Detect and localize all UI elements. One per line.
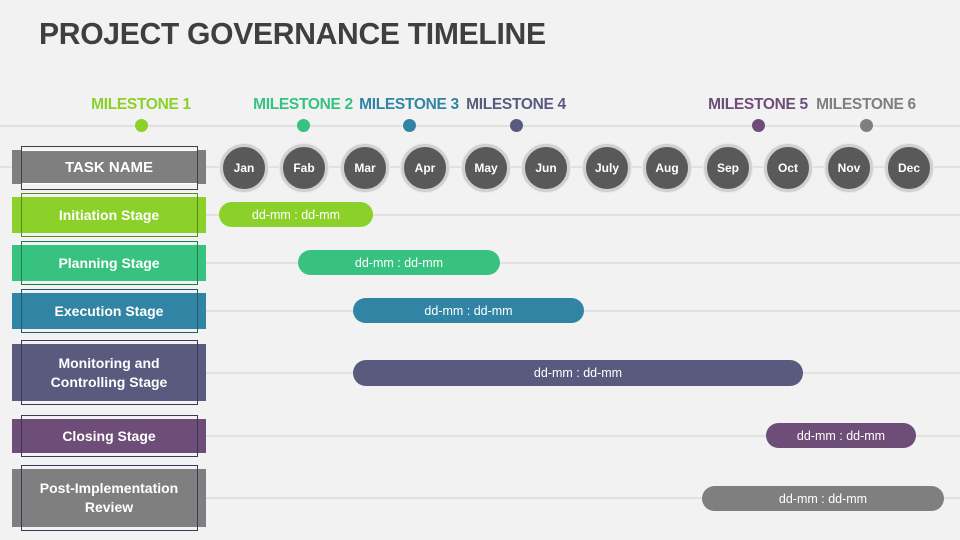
task-label-box: Monitoring and Controlling Stage — [12, 344, 206, 401]
task-label-box: Closing Stage — [12, 419, 206, 453]
milestone-label-4: MILESTONE 4 — [466, 96, 566, 113]
task-name-header-label: TASK NAME — [64, 158, 154, 176]
milestone-marker-icon — [751, 119, 765, 132]
task-name-header: TASK NAME — [12, 150, 206, 184]
month-may: May — [462, 144, 510, 192]
task-date-range: dd-mm : dd-mm — [354, 255, 444, 270]
month-label: Mar — [354, 161, 376, 175]
month-label: Aug — [655, 161, 679, 175]
month-jan: Jan — [220, 144, 268, 192]
milestone-label-3: MILESTONE 3 — [359, 96, 459, 113]
month-jun: Jun — [522, 144, 570, 192]
milestone-marker-icon — [134, 119, 148, 132]
task-guide-line — [206, 214, 960, 216]
month-label: May — [474, 161, 498, 175]
task-duration-bar: dd-mm : dd-mm — [298, 250, 500, 275]
milestone-marker-icon — [859, 119, 873, 132]
month-mar: Mar — [341, 144, 389, 192]
task-label-box: Planning Stage — [12, 245, 206, 281]
task-date-range: dd-mm : dd-mm — [251, 207, 341, 222]
task-date-range: dd-mm : dd-mm — [778, 491, 868, 506]
milestone-marker-icon — [296, 119, 310, 132]
month-label: Jun — [535, 161, 557, 175]
task-duration-bar: dd-mm : dd-mm — [702, 486, 944, 511]
month-label: Dec — [897, 161, 920, 175]
task-name: Planning Stage — [58, 254, 160, 271]
task-label-box: Initiation Stage — [12, 197, 206, 233]
task-duration-bar: dd-mm : dd-mm — [219, 202, 373, 227]
month-fab: Fab — [280, 144, 328, 192]
month-label: Jan — [233, 161, 255, 175]
task-guide-line — [206, 262, 960, 264]
task-name: Closing Stage — [62, 427, 156, 444]
task-name: Post-Implementation Review — [39, 480, 179, 515]
task-date-range: dd-mm : dd-mm — [424, 303, 513, 318]
task-duration-bar: dd-mm : dd-mm — [766, 423, 916, 448]
task-duration-bar: dd-mm : dd-mm — [353, 360, 803, 386]
task-guide-line — [206, 435, 960, 437]
month-july: July — [583, 144, 631, 192]
month-label: Sep — [716, 161, 739, 175]
task-name: Initiation Stage — [58, 206, 160, 223]
task-date-range: dd-mm : dd-mm — [796, 428, 886, 443]
task-duration-bar: dd-mm : dd-mm — [353, 298, 584, 323]
task-label-box: Post-Implementation Review — [12, 469, 206, 527]
milestone-track-line — [0, 125, 960, 127]
task-label-box: Execution Stage — [12, 293, 206, 329]
milestone-marker-icon — [509, 119, 523, 132]
month-aug: Aug — [643, 144, 691, 192]
page-title: PROJECT GOVERNANCE TIMELINE — [39, 16, 546, 51]
month-nov: Nov — [825, 144, 873, 192]
month-oct: Oct — [764, 144, 812, 192]
month-dec: Dec — [885, 144, 933, 192]
month-label: Fab — [293, 161, 315, 175]
milestone-label-5: MILESTONE 5 — [708, 96, 808, 113]
task-guide-line — [206, 497, 960, 499]
task-date-range: dd-mm : dd-mm — [533, 366, 623, 380]
month-label: July — [594, 161, 619, 175]
month-label: Apr — [414, 161, 436, 175]
month-label: Nov — [837, 161, 861, 175]
milestone-label-6: MILESTONE 6 — [816, 96, 916, 113]
milestone-label-1: MILESTONE 1 — [91, 96, 191, 113]
milestone-label-2: MILESTONE 2 — [253, 96, 353, 113]
month-label: Oct — [777, 161, 798, 175]
task-name: Execution Stage — [54, 302, 164, 319]
month-apr: Apr — [401, 144, 449, 192]
month-sep: Sep — [704, 144, 752, 192]
milestone-marker-icon — [402, 119, 416, 132]
task-name: Monitoring and Controlling Stage — [50, 354, 168, 390]
